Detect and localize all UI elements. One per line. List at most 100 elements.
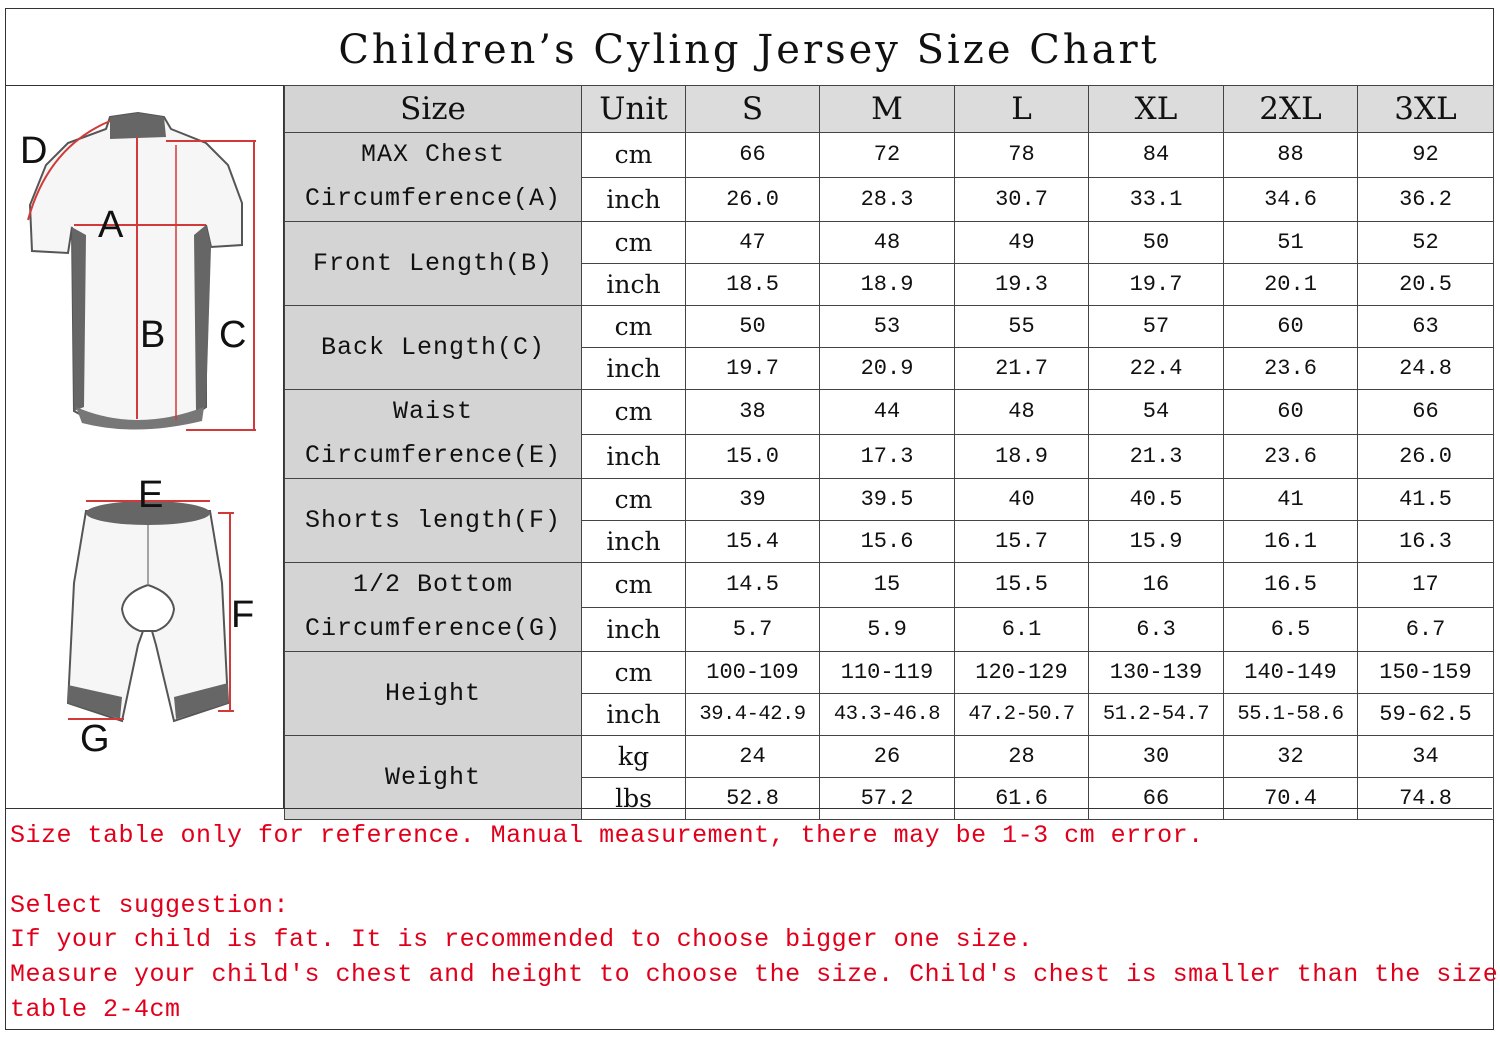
value-cell: 70.4 — [1223, 777, 1358, 820]
header-xl: XL — [1088, 85, 1224, 133]
measurement-label: MAX Chest Circumference(A) — [284, 132, 582, 222]
unit-cell: cm — [581, 562, 686, 608]
unit-cell: inch — [581, 433, 686, 479]
value-cell: 47.2-50.7 — [954, 693, 1089, 736]
value-cell: 74.8 — [1357, 777, 1494, 820]
value-cell: 16.1 — [1223, 520, 1358, 563]
value-cell: 15.9 — [1088, 520, 1224, 563]
value-cell: 44 — [819, 389, 955, 435]
header-size: Size — [284, 85, 582, 133]
value-cell: 63 — [1357, 305, 1494, 348]
value-cell: 26 — [819, 735, 955, 778]
value-cell: 88 — [1223, 132, 1358, 178]
value-cell: 34.6 — [1223, 176, 1358, 222]
diagram-label-d: D — [20, 130, 47, 172]
table-row: Front Length(B) cm 47 48 49 50 51 52 — [284, 221, 1494, 306]
value-cell: 32 — [1223, 735, 1358, 778]
value-cell: 57.2 — [819, 777, 955, 820]
value-cell: 39.5 — [819, 478, 955, 521]
unit-cell: cm — [581, 132, 686, 178]
value-cell: 16.3 — [1357, 520, 1494, 563]
value-cell: 51 — [1223, 221, 1358, 264]
value-cell: 20.5 — [1357, 263, 1494, 306]
diagram-svg: D A B C E F G — [20, 111, 256, 760]
table-row: Weight kg 24 26 28 30 32 34 — [284, 735, 1494, 820]
value-cell: 19.7 — [685, 347, 820, 390]
value-cell: 72 — [819, 132, 955, 178]
value-cell: 61.6 — [954, 777, 1089, 820]
header-m: M — [819, 85, 955, 133]
note-suggestion-2-line1: Measure your child's chest and height to… — [10, 960, 1499, 989]
value-cell: 84 — [1088, 132, 1224, 178]
value-cell: 34 — [1357, 735, 1494, 778]
value-cell: 30.7 — [954, 176, 1089, 222]
header-3xl: 3XL — [1357, 85, 1494, 133]
diagram-label-a: A — [98, 204, 124, 246]
value-cell: 40 — [954, 478, 1089, 521]
table-row: inch 5.7 5.9 6.1 6.3 6.5 6.7 — [285, 606, 1494, 652]
value-cell: 20.9 — [819, 347, 955, 390]
diagram-label-g: G — [80, 718, 110, 760]
value-cell: 23.6 — [1223, 347, 1358, 390]
table-row: lbs 52.8 57.2 61.6 66 70.4 74.8 — [285, 777, 1494, 820]
measurement-diagram: D A B C E F G — [6, 85, 284, 808]
value-cell: 47 — [685, 221, 820, 264]
value-cell: 100-109 — [685, 651, 820, 694]
value-cell: 17 — [1357, 562, 1494, 608]
unit-cell: cm — [581, 389, 686, 435]
value-cell: 54 — [1088, 389, 1224, 435]
value-cell: 6.3 — [1088, 606, 1224, 652]
header-s: S — [685, 85, 820, 133]
unit-cell: cm — [581, 221, 686, 264]
value-cell: 66 — [1357, 389, 1494, 435]
value-cell: 50 — [685, 305, 820, 348]
value-cell: 21.3 — [1088, 433, 1224, 479]
note-suggestion-2-line2: table 2-4cm — [10, 995, 181, 1024]
value-cell: 60 — [1223, 305, 1358, 348]
value-cell: 40.5 — [1088, 478, 1224, 521]
table-row: MAX Chest Circumference(A) cm 66 72 78 84 88 92 — [284, 132, 1494, 222]
value-cell: 6.7 — [1357, 606, 1494, 652]
value-cell: 22.4 — [1088, 347, 1224, 390]
value-cell: 19.3 — [954, 263, 1089, 306]
value-cell: 20.1 — [1223, 263, 1358, 306]
notes-section: Size table only for reference. Manual me… — [6, 808, 1498, 1031]
value-cell: 15.7 — [954, 520, 1089, 563]
value-cell: 36.2 — [1357, 176, 1494, 222]
diagram-label-f: F — [231, 594, 254, 636]
value-cell: 15 — [819, 562, 955, 608]
value-cell: 6.1 — [954, 606, 1089, 652]
value-cell: 33.1 — [1088, 176, 1224, 222]
value-cell: 49 — [954, 221, 1089, 264]
value-cell: 38 — [685, 389, 820, 435]
value-cell: 6.5 — [1223, 606, 1358, 652]
value-cell: 130-139 — [1088, 651, 1224, 694]
value-cell: 78 — [954, 132, 1089, 178]
measurement-label: Front Length(B) — [284, 221, 582, 306]
table-row: Shorts length(F) cm 39 39.5 40 40.5 41 41.5 — [284, 478, 1494, 563]
value-cell: 19.7 — [1088, 263, 1224, 306]
value-cell: 26.0 — [1357, 433, 1494, 479]
diagram-label-c: C — [219, 314, 246, 356]
value-cell: 55 — [954, 305, 1089, 348]
unit-cell: inch — [581, 176, 686, 222]
value-cell: 28 — [954, 735, 1089, 778]
table-row: inch 15.4 15.6 15.7 15.9 16.1 16.3 — [285, 520, 1494, 563]
unit-cell: inch — [581, 693, 686, 736]
value-cell: 50 — [1088, 221, 1224, 264]
value-cell: 92 — [1357, 132, 1494, 178]
value-cell: 110-119 — [819, 651, 955, 694]
value-cell: 59-62.5 — [1357, 693, 1494, 736]
value-cell: 24 — [685, 735, 820, 778]
size-table-body: MAX Chest Circumference(A) cm 66 72 78 84 88 92… — [284, 132, 1494, 820]
header-l: L — [954, 85, 1089, 133]
unit-cell: lbs — [581, 777, 686, 820]
value-cell: 5.9 — [819, 606, 955, 652]
value-cell: 48 — [954, 389, 1089, 435]
value-cell: 17.3 — [819, 433, 955, 479]
note-reference: Size table only for reference. Manual me… — [10, 821, 1204, 850]
value-cell: 14.5 — [685, 562, 820, 608]
unit-cell: inch — [581, 606, 686, 652]
measurement-label: Shorts length(F) — [284, 478, 582, 563]
value-cell: 41 — [1223, 478, 1358, 521]
